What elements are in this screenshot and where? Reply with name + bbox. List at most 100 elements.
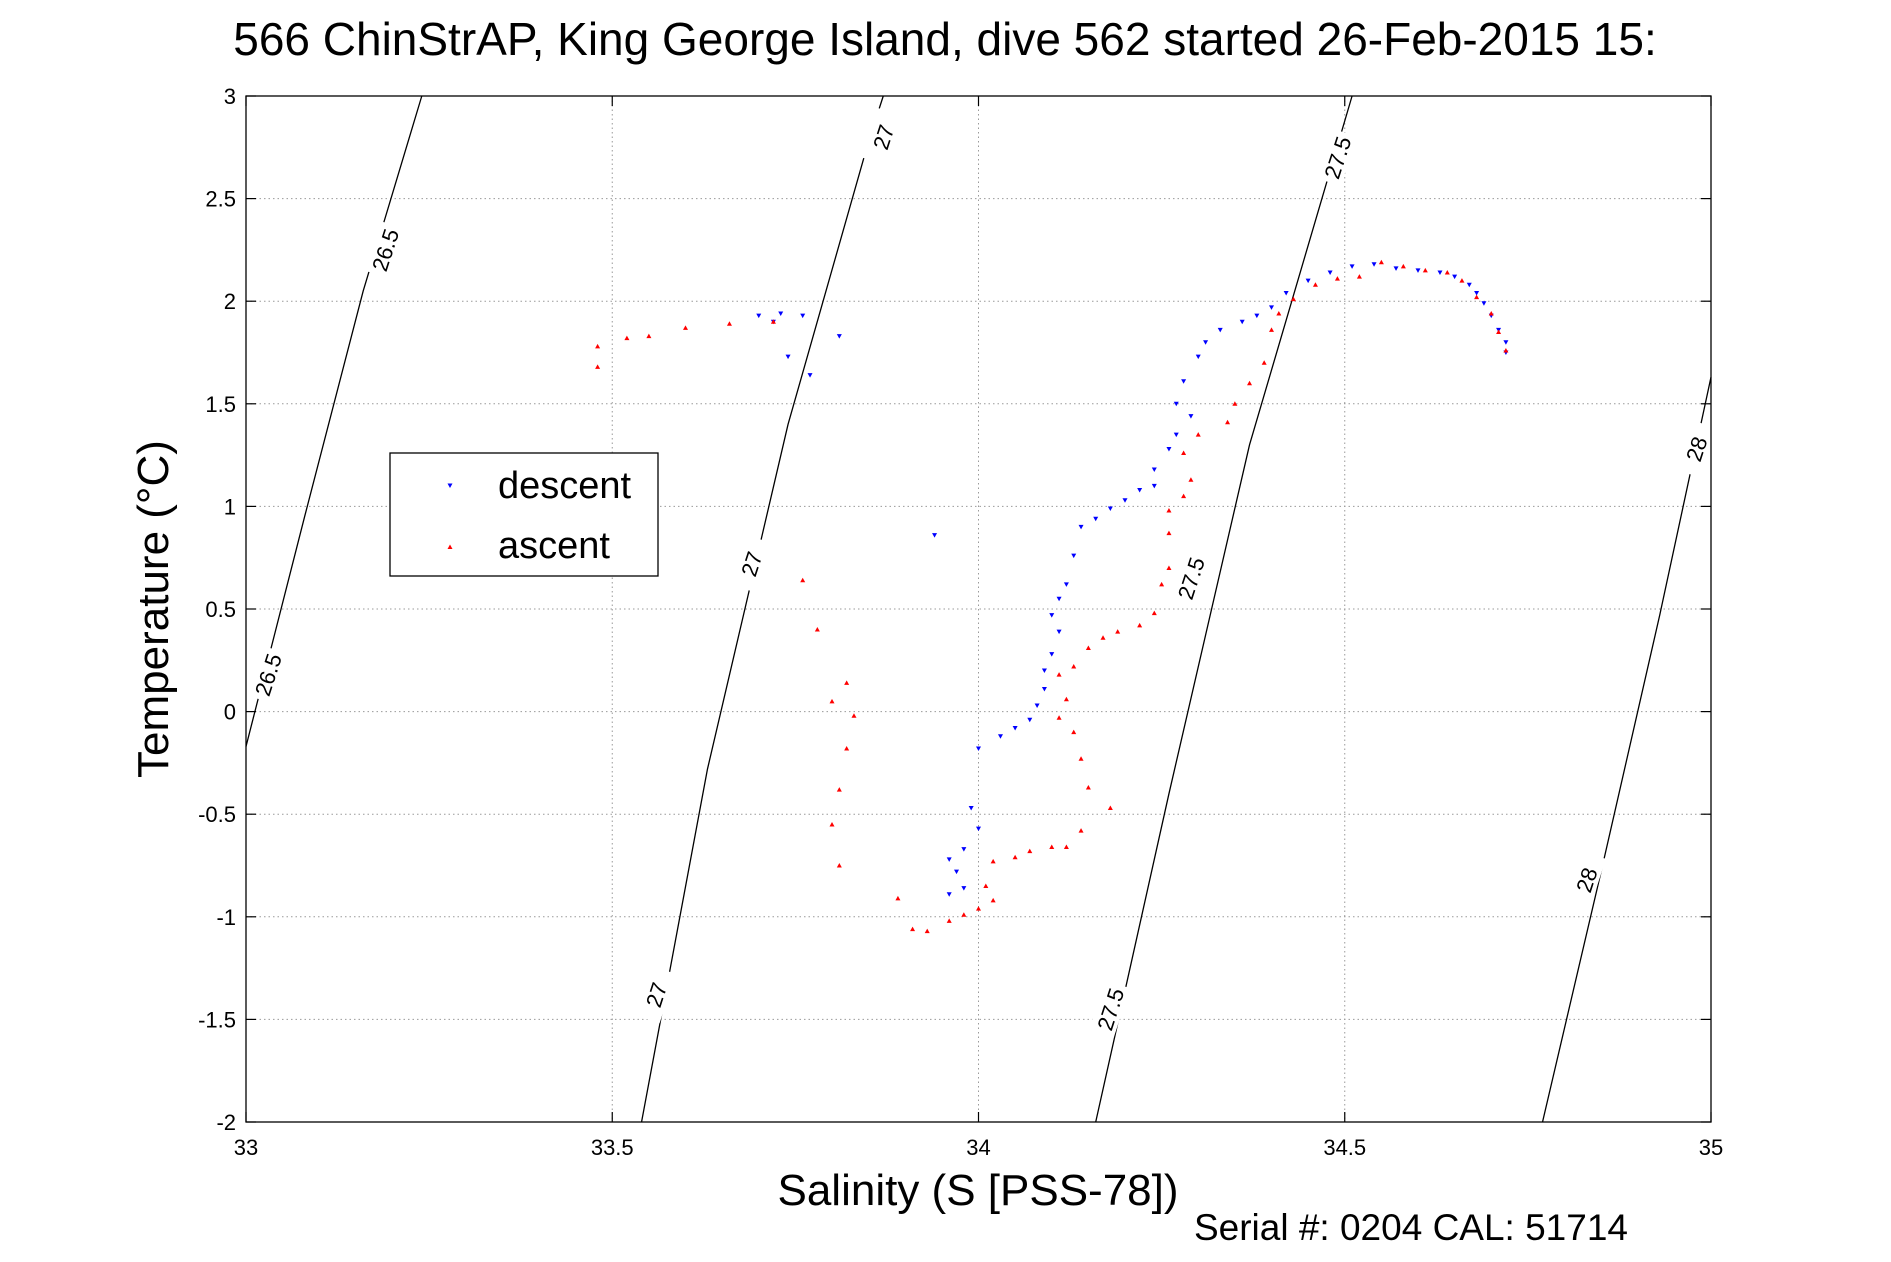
ascent-point xyxy=(1115,629,1121,634)
ascent-point xyxy=(924,928,930,934)
legend-box xyxy=(389,452,659,577)
legend: descent ascent xyxy=(389,452,659,577)
ascent-point xyxy=(1232,401,1238,406)
ascent-point xyxy=(990,897,996,903)
ascent-point xyxy=(1056,715,1062,720)
ascent-point xyxy=(1107,805,1113,811)
descent-point xyxy=(1305,278,1311,284)
legend-marker-ascent xyxy=(447,544,453,549)
descent-point xyxy=(1078,524,1084,530)
descent-point xyxy=(1093,516,1099,522)
descent-point xyxy=(1181,379,1187,384)
ascent-point xyxy=(595,343,601,349)
descent-point xyxy=(1195,354,1201,360)
isopycnal-label-bg xyxy=(1565,850,1606,909)
ascent-point xyxy=(1100,635,1106,640)
isopycnal-line xyxy=(245,95,423,747)
isopycnal-label: 27 xyxy=(730,534,771,593)
descent-point xyxy=(1034,703,1040,708)
isopycnal-line xyxy=(640,95,884,1123)
descent-point xyxy=(1063,582,1069,587)
ascent-point xyxy=(836,787,842,792)
isopycnal-label: 27 xyxy=(634,965,676,1024)
ascent-point xyxy=(836,863,842,868)
serial-calibration-footer: Serial #: 0204 CAL: 51714 xyxy=(1194,1207,1628,1248)
ascent-point xyxy=(1444,269,1450,275)
descent-point xyxy=(946,857,952,862)
y-tick-label: 2 xyxy=(224,289,236,314)
ascent-point xyxy=(1181,450,1187,456)
isopycnal-label-text: 26.5 xyxy=(367,226,404,274)
ascent-point xyxy=(1261,360,1267,365)
ascent-point xyxy=(990,858,996,864)
isopycnal-label: 27.5 xyxy=(1169,549,1211,607)
ascent-point xyxy=(1012,854,1018,860)
ascent-point xyxy=(1225,419,1231,425)
descent-point xyxy=(1012,726,1018,731)
ascent-point xyxy=(800,577,806,583)
ascent-point xyxy=(1071,729,1077,735)
y-tick-label: 3 xyxy=(224,84,236,109)
isopycnal-label-bg xyxy=(1675,419,1716,478)
y-tick-label: 1.5 xyxy=(205,392,236,417)
legend-marker-descent xyxy=(447,483,453,488)
x-tick-label: 33 xyxy=(234,1135,258,1160)
ascent-point xyxy=(683,325,688,330)
isopycnal-line xyxy=(1541,376,1712,1123)
descent-point xyxy=(785,354,791,360)
isopycnal-label-text: 26.5 xyxy=(250,651,287,699)
ascent-point xyxy=(1078,828,1084,833)
ascent-point xyxy=(646,333,652,339)
descent-point xyxy=(1166,446,1172,452)
ascent-point xyxy=(1503,347,1509,353)
descent-point xyxy=(1151,483,1157,489)
ascent-point xyxy=(624,335,630,341)
isopycnal-label-bg xyxy=(730,534,771,593)
descent-point xyxy=(1269,305,1274,310)
ascent-point xyxy=(1085,785,1091,790)
isopycnal-label-bg xyxy=(1089,980,1130,1038)
descent-point xyxy=(961,847,967,852)
ascent-point xyxy=(1488,311,1494,316)
ascent-point xyxy=(1474,294,1480,300)
isopycnal-label: 26.5 xyxy=(363,220,405,279)
y-tick-label: 1 xyxy=(224,494,236,519)
ascent-point xyxy=(1027,848,1033,854)
descent-point xyxy=(954,869,960,875)
grid xyxy=(245,95,1712,1123)
ascent-point xyxy=(595,364,601,369)
descent-point xyxy=(976,826,981,832)
ascent-point xyxy=(1312,282,1318,287)
x-tick-label: 35 xyxy=(1699,1135,1723,1160)
ascent-point xyxy=(976,906,981,911)
descent-point xyxy=(1071,553,1077,559)
descent-point xyxy=(800,313,806,319)
y-axis-label: Temperature (°C) xyxy=(129,440,178,778)
ascent-point xyxy=(1063,696,1069,702)
ascent-point xyxy=(1181,493,1187,499)
descent-point xyxy=(1049,652,1055,657)
descent-point xyxy=(1107,506,1113,511)
isopycnal-label: 27 xyxy=(861,107,903,166)
ascent-point xyxy=(1049,844,1055,850)
descent-point xyxy=(1327,270,1333,275)
ascent-point xyxy=(1056,672,1062,677)
descent-point xyxy=(1049,613,1055,618)
descent-point xyxy=(1466,282,1472,288)
isopycnal-label: 27.5 xyxy=(1089,980,1130,1038)
y-tick-label: 0.5 xyxy=(205,597,236,622)
descent-point xyxy=(932,533,938,538)
descent-point xyxy=(1122,498,1128,503)
isopycnal-label-text: 27.5 xyxy=(1319,133,1356,181)
descent-point xyxy=(1474,290,1480,296)
descent-point xyxy=(1254,313,1260,319)
descent-point xyxy=(1173,401,1179,407)
ascent-point xyxy=(1071,663,1077,669)
descent-point xyxy=(1481,301,1487,306)
descent-point xyxy=(1041,687,1047,692)
x-tick-label: 33.5 xyxy=(591,1135,634,1160)
x-tick-label: 34 xyxy=(966,1135,990,1160)
descent-point xyxy=(1371,262,1377,267)
descent-point xyxy=(1173,432,1179,438)
